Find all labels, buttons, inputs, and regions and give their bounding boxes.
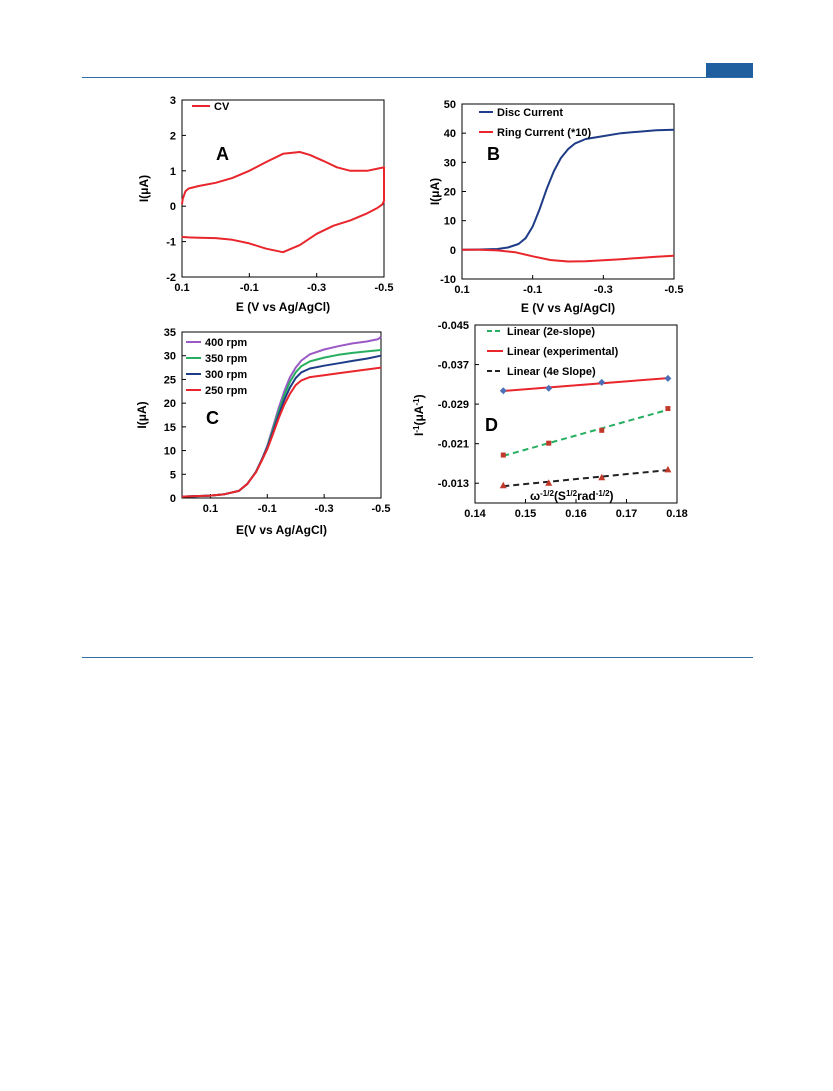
- data-point: [598, 473, 606, 481]
- legend-label: 250 rpm: [205, 385, 247, 397]
- y-axis-label: I(μA): [428, 178, 442, 205]
- y-axis-label: I(μA): [137, 175, 151, 202]
- x-tick-label: -0.5: [665, 284, 684, 296]
- data-point: [499, 481, 507, 489]
- data-point: [664, 374, 672, 382]
- plot-frame: [181, 331, 382, 499]
- y-tick-label: 20: [444, 187, 456, 199]
- x-axis-label: ω-1/2(S1/2rad-1/2): [530, 489, 614, 504]
- y-tick-label: 5: [170, 469, 176, 481]
- x-axis-label: E(V vs Ag/AgCl): [236, 523, 327, 537]
- y-tick-label: -0.037: [438, 360, 469, 372]
- y-tick-label: -1: [166, 237, 176, 249]
- x-tick-label: 0.15: [515, 508, 536, 520]
- series-line-3: [181, 366, 382, 498]
- y-tick-label: 1: [170, 166, 176, 178]
- footer-rule: [82, 657, 753, 658]
- legend-label: CV: [214, 101, 230, 113]
- data-point: [499, 387, 507, 395]
- y-tick-label: 10: [164, 446, 176, 458]
- x-tick-label: -0.3: [315, 503, 334, 515]
- y-tick-label: 0: [170, 201, 176, 213]
- chart-panel-a: 0.1 -0.1 -0.3 -0.5 3 2 1 0 -1 -2 E (V vs Ag/AgCl) I…: [137, 95, 394, 314]
- legend-label: 400 rpm: [205, 337, 247, 349]
- legend-label: Linear (experimental): [507, 346, 619, 358]
- legend-label: Ring Current (*10): [497, 127, 591, 139]
- data-point: [545, 479, 553, 486]
- legend-label: 300 rpm: [205, 369, 247, 381]
- y-tick-label: 20: [164, 398, 176, 410]
- panel-letter: C: [206, 408, 219, 428]
- legend-label: Disc Current: [497, 107, 563, 119]
- x-axis-label: E (V vs Ag/AgCl): [236, 300, 330, 314]
- x-tick-label: 0.17: [616, 508, 637, 520]
- x-tick-label: 0.16: [565, 508, 586, 520]
- chart-panel-d: 0.14 0.15 0.16 0.17 0.18 -0.045 -0.037 -0.029 -0…: [412, 320, 688, 520]
- trendline-2: [503, 469, 669, 488]
- panel-letter: A: [216, 144, 229, 164]
- y-tick-label: 2: [170, 130, 176, 142]
- x-tick-label: 0.18: [666, 508, 687, 520]
- y-tick-label: 3: [170, 95, 176, 107]
- y-axis-label: I-1(μA-1): [412, 394, 427, 436]
- x-tick-label: -0.1: [523, 284, 542, 296]
- header-tab: [706, 63, 753, 77]
- x-tick-label: 0.1: [454, 284, 469, 296]
- y-axis-label: I(μA): [135, 401, 149, 428]
- data-point: [665, 406, 671, 412]
- y-tick-label: 0: [450, 245, 456, 257]
- y-tick-label: -0.029: [438, 399, 469, 411]
- x-tick-label: -0.1: [258, 503, 277, 515]
- y-tick-label: -2: [166, 272, 176, 284]
- y-tick-label: 15: [164, 422, 176, 434]
- x-tick-label: -0.1: [240, 282, 259, 294]
- y-tick-label: 35: [164, 327, 176, 339]
- x-tick-label: -0.3: [594, 284, 613, 296]
- y-tick-label: 50: [444, 99, 456, 111]
- legend-label: 350 rpm: [205, 353, 247, 365]
- data-point: [546, 440, 552, 446]
- trendline-1: [503, 377, 668, 393]
- plot-frame: [181, 99, 385, 278]
- data-point: [545, 384, 553, 392]
- series-line-0: [461, 128, 675, 251]
- series-line-1: [462, 248, 675, 263]
- y-tick-label: 25: [164, 374, 176, 386]
- header-rule: [82, 77, 753, 78]
- panel-letter: D: [485, 415, 498, 435]
- y-tick-label: -0.013: [438, 478, 469, 490]
- y-tick-label: 30: [164, 351, 176, 363]
- chart-panel-c: 0.1 -0.1 -0.3 -0.5 35 30 25 20 15 10 5 0 E(V vs Ag/A…: [135, 327, 391, 537]
- legend-label: Linear (2e-slope): [507, 326, 595, 338]
- x-tick-label: 0.1: [203, 503, 218, 515]
- x-tick-label: -0.3: [307, 282, 326, 294]
- trendline-0: [503, 408, 669, 457]
- x-tick-label: -0.5: [375, 282, 394, 294]
- y-tick-label: 0: [170, 493, 176, 505]
- y-tick-label: -0.045: [438, 320, 469, 332]
- x-tick-label: 0.14: [464, 508, 486, 520]
- data-point: [599, 427, 605, 433]
- panel-letter: B: [487, 144, 500, 164]
- y-tick-label: 40: [444, 128, 456, 140]
- x-axis-label: E (V vs Ag/AgCl): [521, 301, 615, 315]
- series-line-0: [181, 151, 385, 254]
- data-point: [664, 465, 672, 473]
- x-tick-label: -0.5: [372, 503, 391, 515]
- y-tick-label: 30: [444, 157, 456, 169]
- y-tick-label: -10: [440, 274, 456, 286]
- data-point: [598, 378, 606, 386]
- data-point: [500, 452, 506, 458]
- chart-panel-b: 0.1 -0.1 -0.3 -0.5 50 40 30 20 10 0 -10 E (V vs Ag/…: [428, 99, 684, 315]
- legend-label: Linear (4e Slope): [507, 366, 596, 378]
- y-tick-label: -0.021: [438, 439, 469, 451]
- y-tick-label: 10: [444, 216, 456, 228]
- x-tick-label: 0.1: [174, 282, 189, 294]
